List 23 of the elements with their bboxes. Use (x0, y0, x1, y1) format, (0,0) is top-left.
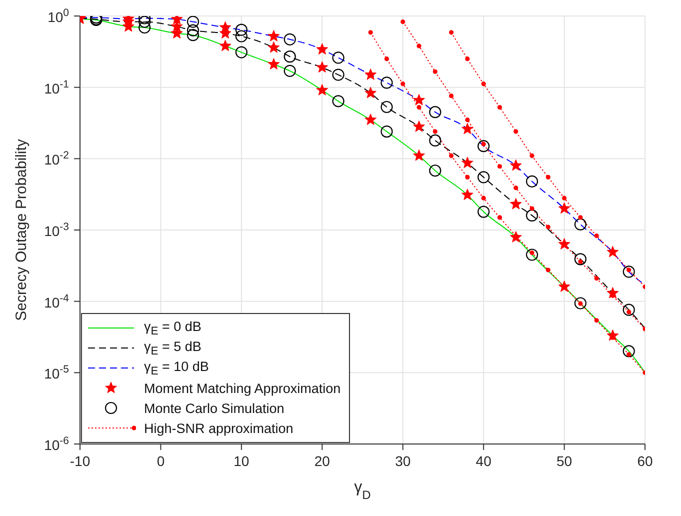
legend-label: γ$_{E}$ = 0 dB (144, 318, 202, 338)
x-tick-label: 20 (314, 453, 330, 469)
legend-label: γ$_{E}$ = 5 dB (144, 338, 202, 358)
y-tick-label: 10$^{0}$ (48, 7, 70, 25)
y-tick-label: 10$^{-5}$ (44, 364, 70, 382)
x-axis-title: γ$_{D}$ (354, 479, 372, 502)
legend-label: High-SNR approximation (144, 420, 294, 436)
x-tick-label: 0 (156, 453, 165, 469)
x-tick-label: 40 (476, 453, 492, 469)
legend-label: Moment Matching Approximation (144, 380, 341, 396)
y-tick-label: 10$^{-3}$ (44, 221, 70, 239)
legend-label: Monte Carlo Simulation (144, 400, 284, 416)
y-axis-title: Secrecy Outage Probability (13, 138, 30, 321)
x-tick-label: -10 (70, 453, 90, 469)
y-tick-label: 10$^{-6}$ (44, 435, 70, 453)
x-tick-label: 30 (395, 453, 411, 469)
x-tick-label: 60 (637, 453, 653, 469)
y-tick-label: 10$^{-2}$ (44, 150, 70, 168)
y-tick-label: 10$^{-4}$ (44, 292, 70, 310)
x-tick-label: 50 (556, 453, 572, 469)
legend-label: γ$_{E}$ = 10 dB (144, 358, 209, 378)
x-tick-label: 10 (234, 453, 250, 469)
y-tick-label: 10$^{-1}$ (44, 78, 70, 96)
